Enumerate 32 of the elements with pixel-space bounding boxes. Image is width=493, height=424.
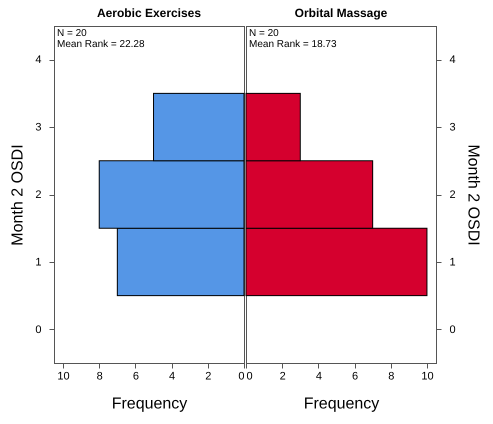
- y-tick-label: 1: [35, 256, 42, 268]
- x-tick-label: 4: [316, 370, 322, 382]
- annotation: N = 20: [57, 28, 88, 39]
- y-axis-title: Month 2 OSDI: [464, 144, 482, 246]
- y-tick-label: 4: [35, 54, 42, 66]
- y-tick-label: 0: [35, 324, 42, 336]
- chart-title: Aerobic Exercises: [96, 6, 202, 20]
- annotation: Mean Rank = 18.73: [249, 39, 337, 50]
- annotation: Mean Rank = 22.28: [57, 39, 145, 50]
- x-tick-label: 6: [132, 370, 139, 382]
- annotation: N = 20: [249, 28, 280, 39]
- y-axis-title: Month 2 OSDI: [9, 144, 26, 246]
- x-tick-label: 10: [57, 370, 70, 382]
- y-tick-label: 2: [35, 189, 42, 201]
- x-axis-title: Frequency: [304, 396, 380, 412]
- x-tick-label: 0: [246, 370, 253, 382]
- x-tick-label: 0: [238, 370, 244, 382]
- x-tick-label: 8: [96, 370, 103, 382]
- x-tick-label: 8: [388, 370, 394, 382]
- y-tick-label: 4: [450, 54, 456, 66]
- x-tick-label: 2: [205, 370, 212, 382]
- x-tick-label: 6: [352, 370, 358, 382]
- x-axis-title: Frequency: [112, 396, 188, 412]
- x-tick-label: 10: [421, 370, 434, 382]
- chart-title: Orbital Massage: [294, 6, 388, 20]
- y-tick-label: 3: [450, 122, 456, 134]
- y-tick-label: 3: [35, 122, 42, 134]
- y-tick-label: 1: [450, 256, 456, 268]
- y-tick-label: 2: [450, 189, 456, 201]
- y-tick-label: 0: [450, 324, 456, 336]
- x-tick-label: 2: [280, 370, 286, 382]
- x-tick-label: 4: [169, 370, 176, 382]
